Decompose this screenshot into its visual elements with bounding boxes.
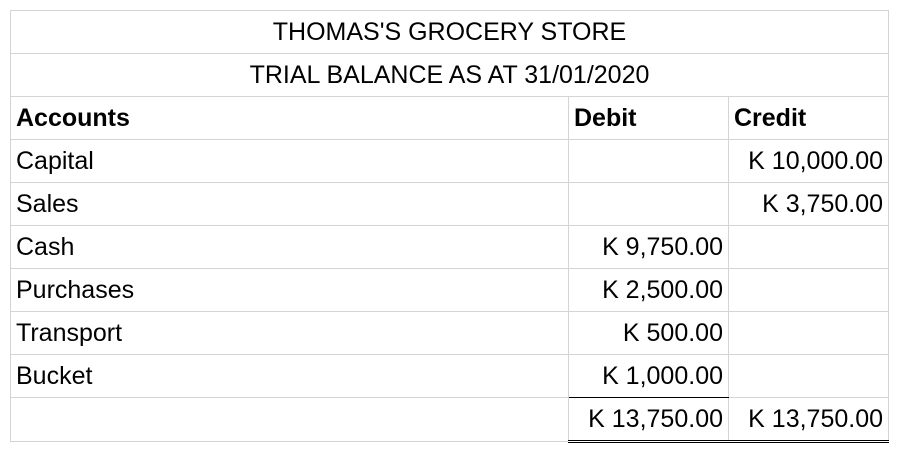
credit-header-cell[interactable]: Credit <box>727 96 890 140</box>
table-row: Sales K 3,750.00 <box>10 182 890 226</box>
title-row: THOMAS'S GROCERY STORE <box>9 10 890 54</box>
credit-cell[interactable]: K 10,000.00 <box>727 139 890 183</box>
credit-cell[interactable] <box>727 225 890 269</box>
account-cell[interactable]: Cash <box>10 225 569 269</box>
account-cell[interactable]: Capital <box>10 139 569 183</box>
credit-cell[interactable] <box>727 311 890 355</box>
debit-header-cell[interactable]: Debit <box>568 96 729 140</box>
credit-cell[interactable]: K 3,750.00 <box>727 182 890 226</box>
table-row: Capital K 10,000.00 <box>10 139 890 183</box>
debit-cell[interactable]: K 2,500.00 <box>568 268 729 312</box>
totals-label-cell[interactable] <box>10 397 569 442</box>
table-row: Transport K 500.00 <box>10 311 890 355</box>
debit-cell[interactable]: K 1,000.00 <box>568 354 729 398</box>
debit-cell[interactable]: K 500.00 <box>568 311 729 355</box>
totals-row: K 13,750.00 K 13,750.00 <box>10 397 890 443</box>
debit-cell[interactable] <box>568 139 729 183</box>
spreadsheet: THOMAS'S GROCERY STORE TRIAL BALANCE AS … <box>9 10 890 443</box>
account-cell[interactable]: Purchases <box>10 268 569 312</box>
trial-balance-title-cell[interactable]: TRIAL BALANCE AS AT 31/01/2020 <box>9 53 890 97</box>
account-cell[interactable]: Sales <box>10 182 569 226</box>
credit-cell[interactable] <box>727 354 890 398</box>
account-cell[interactable]: Transport <box>10 311 569 355</box>
table-row: Bucket K 1,000.00 <box>10 354 890 398</box>
accounts-header-cell[interactable]: Accounts <box>10 96 569 140</box>
table-row: Cash K 9,750.00 <box>10 225 890 269</box>
store-title-cell[interactable]: THOMAS'S GROCERY STORE <box>9 10 890 54</box>
trial-balance-table: THOMAS'S GROCERY STORE TRIAL BALANCE AS … <box>9 10 890 443</box>
subtitle-row: TRIAL BALANCE AS AT 31/01/2020 <box>9 53 890 97</box>
credit-total-cell[interactable]: K 13,750.00 <box>727 397 890 443</box>
debit-cell[interactable] <box>568 182 729 226</box>
header-row: Accounts Debit Credit <box>10 96 890 140</box>
table-row: Purchases K 2,500.00 <box>10 268 890 312</box>
debit-total-cell[interactable]: K 13,750.00 <box>568 397 729 443</box>
account-cell[interactable]: Bucket <box>10 354 569 398</box>
credit-cell[interactable] <box>727 268 890 312</box>
debit-cell[interactable]: K 9,750.00 <box>568 225 729 269</box>
